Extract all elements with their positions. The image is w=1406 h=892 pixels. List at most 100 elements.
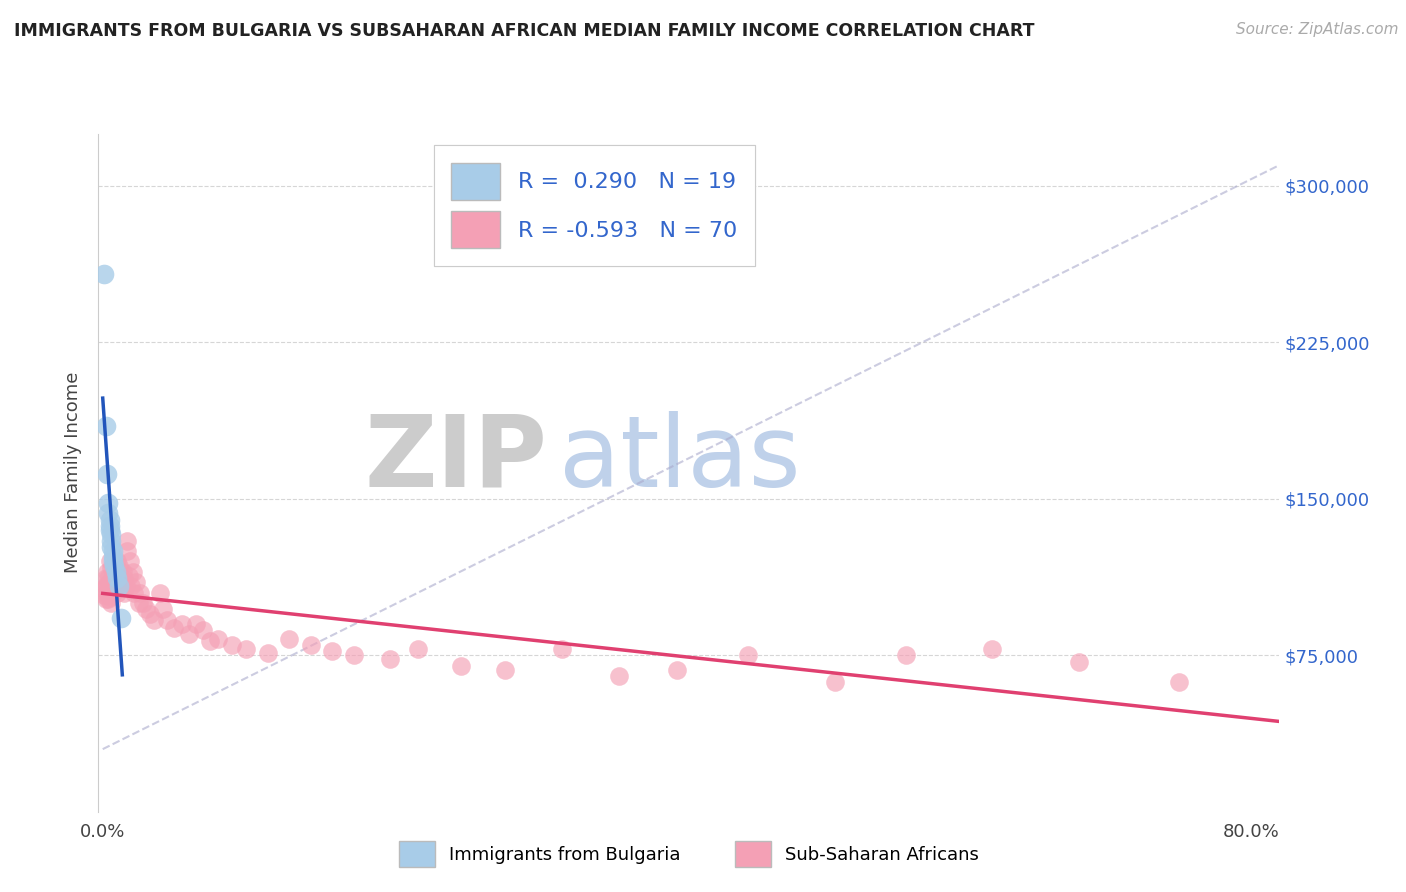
Point bbox=[108, 569, 131, 583]
Point bbox=[96, 588, 118, 602]
Point bbox=[125, 575, 148, 590]
Legend: Immigrants from Bulgaria, Sub-Saharan Africans: Immigrants from Bulgaria, Sub-Saharan Af… bbox=[391, 834, 987, 874]
Point bbox=[665, 663, 688, 677]
Point bbox=[121, 565, 143, 579]
Point bbox=[103, 558, 125, 573]
Point bbox=[156, 613, 179, 627]
Text: Source: ZipAtlas.com: Source: ZipAtlas.com bbox=[1236, 22, 1399, 37]
Point bbox=[105, 554, 128, 568]
Point bbox=[100, 560, 122, 574]
Point bbox=[343, 648, 366, 663]
Point bbox=[110, 575, 132, 590]
Point bbox=[97, 571, 120, 585]
Point bbox=[94, 579, 117, 593]
Point bbox=[101, 585, 124, 599]
Point bbox=[200, 633, 222, 648]
Point bbox=[299, 638, 322, 652]
Point bbox=[96, 577, 118, 591]
Point bbox=[97, 496, 120, 510]
Point bbox=[97, 591, 120, 606]
Point bbox=[1168, 675, 1191, 690]
Point bbox=[100, 533, 122, 548]
Point bbox=[101, 566, 124, 581]
Text: IMMIGRANTS FROM BULGARIA VS SUBSAHARAN AFRICAN MEDIAN FAMILY INCOME CORRELATION : IMMIGRANTS FROM BULGARIA VS SUBSAHARAN A… bbox=[14, 22, 1035, 40]
Point bbox=[98, 554, 121, 568]
Point bbox=[93, 582, 115, 596]
Point bbox=[98, 523, 121, 537]
Point bbox=[101, 550, 124, 565]
Point bbox=[129, 585, 152, 599]
Point bbox=[112, 585, 135, 599]
Point bbox=[124, 585, 146, 599]
Point bbox=[128, 596, 150, 610]
Point bbox=[184, 617, 207, 632]
Point bbox=[105, 585, 128, 599]
Point bbox=[111, 579, 134, 593]
Point bbox=[321, 644, 343, 658]
Point bbox=[221, 638, 243, 652]
Point bbox=[163, 621, 186, 635]
Point bbox=[97, 507, 120, 521]
Point bbox=[98, 513, 121, 527]
Point bbox=[94, 591, 117, 606]
Point bbox=[981, 642, 1004, 657]
Text: ZIP: ZIP bbox=[364, 410, 547, 508]
Point bbox=[98, 575, 121, 590]
Point bbox=[235, 642, 257, 657]
Point bbox=[378, 652, 401, 666]
Point bbox=[408, 642, 430, 657]
Point bbox=[737, 648, 759, 663]
Point bbox=[107, 579, 129, 593]
Point bbox=[607, 669, 630, 683]
Point bbox=[115, 544, 138, 558]
Point bbox=[100, 596, 122, 610]
Point bbox=[98, 519, 121, 533]
Point bbox=[100, 527, 122, 541]
Point bbox=[170, 617, 193, 632]
Point bbox=[107, 558, 129, 573]
Y-axis label: Median Family Income: Median Family Income bbox=[65, 372, 83, 574]
Point bbox=[1067, 655, 1090, 669]
Point bbox=[93, 588, 115, 602]
Point bbox=[494, 663, 516, 677]
Point bbox=[117, 569, 139, 583]
Point bbox=[104, 565, 127, 579]
Point bbox=[120, 579, 142, 593]
Point bbox=[143, 613, 166, 627]
Point bbox=[93, 267, 115, 281]
Point bbox=[139, 607, 162, 621]
Point bbox=[256, 646, 278, 660]
Point bbox=[112, 571, 135, 585]
Point bbox=[97, 582, 120, 596]
Point bbox=[94, 418, 117, 433]
Point bbox=[824, 675, 846, 690]
Point bbox=[100, 579, 122, 593]
Point bbox=[103, 575, 125, 590]
Point bbox=[115, 533, 138, 548]
Point bbox=[896, 648, 918, 663]
Point bbox=[193, 624, 215, 638]
Point bbox=[132, 596, 155, 610]
Point bbox=[96, 467, 118, 481]
Point bbox=[104, 582, 127, 596]
Point bbox=[551, 642, 574, 657]
Point bbox=[105, 571, 128, 585]
Point bbox=[450, 658, 472, 673]
Point bbox=[96, 565, 118, 579]
Point bbox=[101, 544, 124, 558]
Point bbox=[207, 632, 229, 646]
Point bbox=[101, 554, 124, 568]
Legend: R =  0.290   N = 19, R = -0.593   N = 70: R = 0.290 N = 19, R = -0.593 N = 70 bbox=[433, 145, 755, 266]
Point bbox=[152, 602, 174, 616]
Point bbox=[100, 540, 122, 554]
Point bbox=[111, 565, 134, 579]
Point bbox=[278, 632, 301, 646]
Point bbox=[98, 590, 121, 604]
Point bbox=[177, 627, 200, 641]
Point bbox=[114, 579, 136, 593]
Point bbox=[94, 571, 117, 585]
Point bbox=[149, 585, 172, 599]
Text: atlas: atlas bbox=[560, 410, 800, 508]
Point bbox=[118, 554, 141, 568]
Point bbox=[110, 611, 132, 625]
